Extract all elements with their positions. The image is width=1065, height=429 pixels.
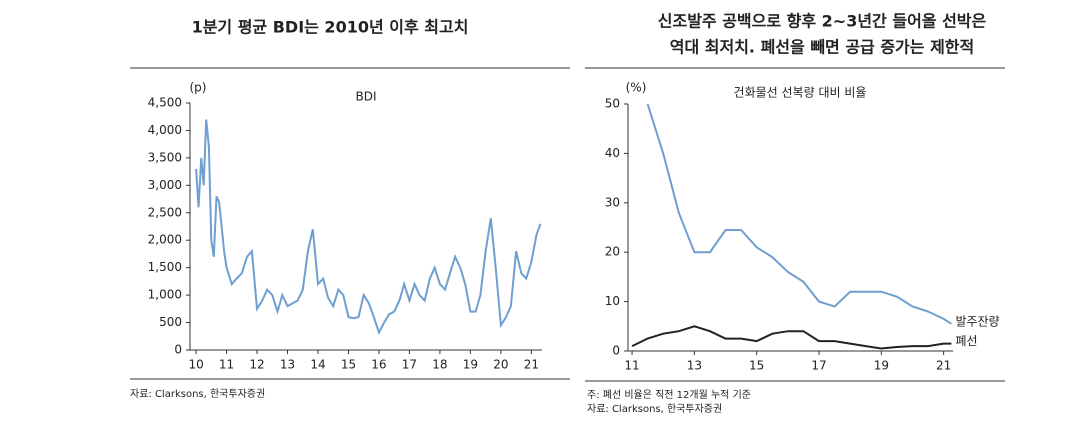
y-tick-label: 0 [612, 344, 620, 358]
x-tick-label: 11 [624, 359, 639, 373]
y-tick-label: 0 [174, 343, 182, 357]
chart-title: 1분기 평균 BDI는 2010년 이후 최고치 [192, 18, 469, 37]
y-tick-label: 4,000 [148, 123, 182, 137]
x-tick-label: 21 [524, 358, 539, 372]
y-tick-label: 1,500 [148, 260, 182, 274]
y-tick-label: 40 [605, 146, 620, 160]
footnote: 자료: Clarksons, 한국투자증권 [130, 388, 265, 400]
chart-title: 신조발주 공백으로 향후 2~3년간 들어올 선박은 [658, 12, 987, 31]
unit-label: (p) [190, 81, 207, 95]
chart-title: 역대 최저치. 폐선을 빼면 공급 증가는 제한적 [670, 38, 974, 57]
y-tick-label: 500 [159, 315, 182, 329]
y-tick-label: 3,000 [148, 178, 182, 192]
legend-label: 발주잔량 [955, 314, 999, 328]
y-tick-label: 30 [605, 195, 620, 209]
line [631, 325, 952, 350]
x-tick-label: 19 [463, 358, 478, 372]
x-tick-label: 10 [188, 358, 203, 372]
line [195, 119, 542, 335]
y-tick-label: 10 [605, 294, 620, 308]
y-tick-label: 3,500 [148, 150, 182, 164]
x-tick-label: 18 [432, 358, 447, 372]
y-tick-label: 1,000 [148, 288, 182, 302]
x-tick-label: 15 [341, 358, 356, 372]
y-tick-label: 4,500 [148, 96, 182, 110]
x-tick-label: 13 [280, 358, 295, 372]
x-tick-label: 15 [749, 359, 764, 373]
line [646, 103, 952, 325]
x-tick-label: 19 [874, 359, 889, 373]
y-tick-label: 2,500 [148, 205, 182, 219]
footnote: 주: 폐선 비율은 직전 12개월 누적 기준 [587, 389, 751, 401]
x-tick-label: 20 [493, 358, 508, 372]
x-tick-label: 11 [219, 358, 234, 372]
unit-label: (%) [626, 81, 647, 95]
legend-label: 폐선 [955, 334, 977, 348]
y-tick-label: 50 [605, 97, 620, 111]
x-tick-label: 13 [687, 359, 702, 373]
footnote: 자료: Clarksons, 한국투자증권 [587, 403, 722, 415]
y-tick-label: 20 [605, 245, 620, 259]
legend-label: BDI [355, 90, 376, 104]
x-tick-label: 21 [936, 359, 951, 373]
x-tick-label: 14 [310, 358, 325, 372]
x-tick-label: 17 [402, 358, 417, 372]
x-tick-label: 17 [811, 359, 826, 373]
x-tick-label: 12 [249, 358, 264, 372]
subtitle: 건화물선 선복량 대비 비율 [734, 86, 867, 100]
x-tick-label: 16 [371, 358, 386, 372]
y-tick-label: 2,000 [148, 233, 182, 247]
